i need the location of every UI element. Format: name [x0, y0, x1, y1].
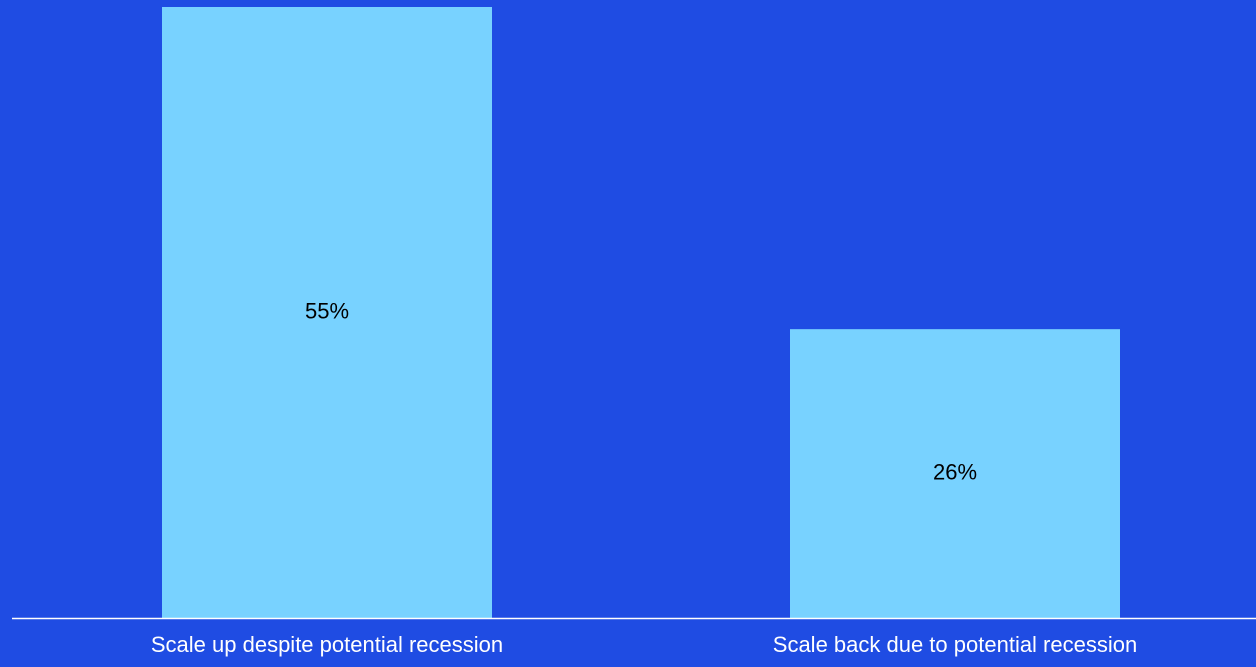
bars-layer — [162, 7, 1120, 618]
bar-2 — [790, 329, 1120, 618]
data-label-2: 26% — [933, 459, 977, 484]
data-labels-layer: 55% 26% — [305, 298, 977, 484]
data-label-1: 55% — [305, 298, 349, 323]
category-label-1: Scale up despite potential recession — [151, 632, 503, 657]
category-labels-layer: Scale up despite potential recession Scal… — [151, 632, 1137, 657]
category-label-2: Scale back due to potential recession — [773, 632, 1137, 657]
bar-1 — [162, 7, 492, 618]
